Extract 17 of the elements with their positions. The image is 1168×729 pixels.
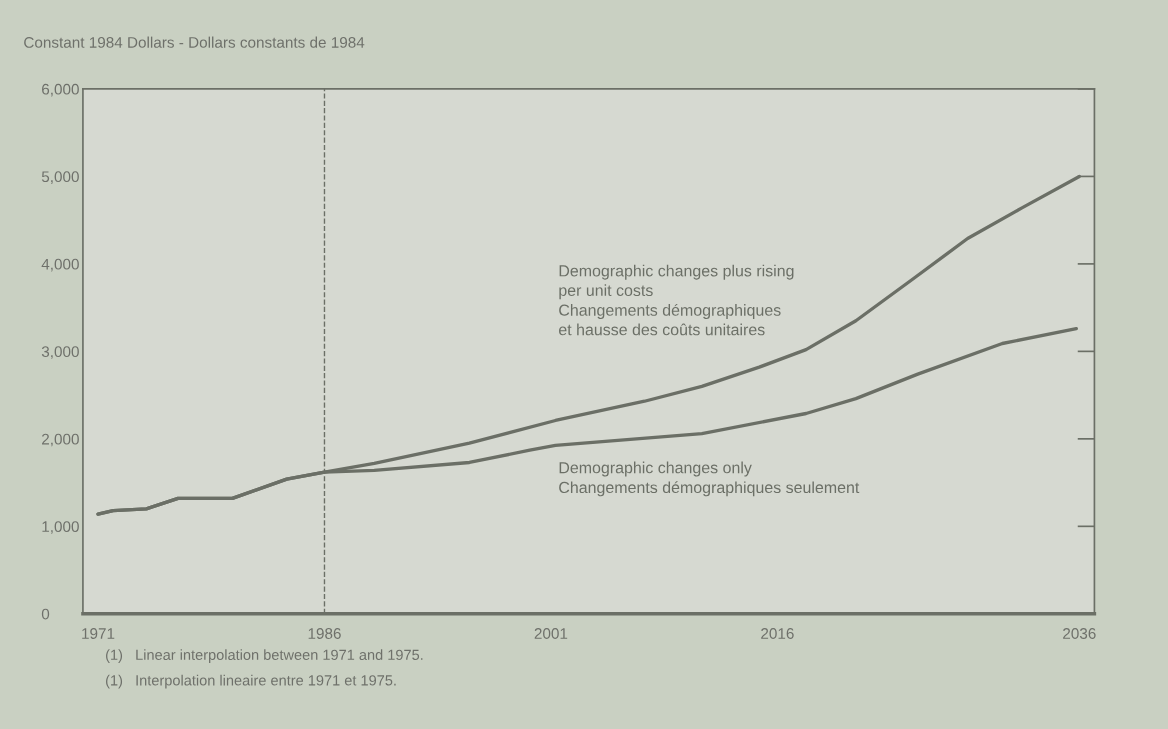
- x-tick-label: 2016: [761, 628, 794, 639]
- x-tick-label: 2036: [1063, 628, 1096, 639]
- y-tick-label: 6,000: [42, 83, 79, 97]
- x-tick-label: 1971: [82, 628, 115, 639]
- series-label: Demographic changes plus rising per unit costs Changements démographiques et hausse des coûts unitaires: [559, 264, 794, 336]
- y-tick-label: 2,000: [42, 433, 79, 447]
- y-tick-label: 3,000: [41, 346, 79, 359]
- text: (1) Interpolation lineaire entre 1971 et 1975.: [106, 674, 396, 689]
- x-tick-label: 2001: [534, 628, 568, 639]
- y-tick-label: 1,000: [42, 521, 79, 534]
- series-label: Demographic changes only Changements démographiques seulement: [559, 461, 860, 497]
- y-tick-label: 5,000: [41, 171, 79, 184]
- y-axis-title: Constant 1984 Dollars - Dollars constants de 1984: [24, 36, 365, 48]
- y-tick-label: 0: [41, 608, 50, 620]
- x-tick-label: 1986: [308, 628, 341, 639]
- y-tick-label: 4,000: [41, 258, 79, 272]
- text: (1) Linear interpolation between 1971 and 1975.: [106, 649, 423, 663]
